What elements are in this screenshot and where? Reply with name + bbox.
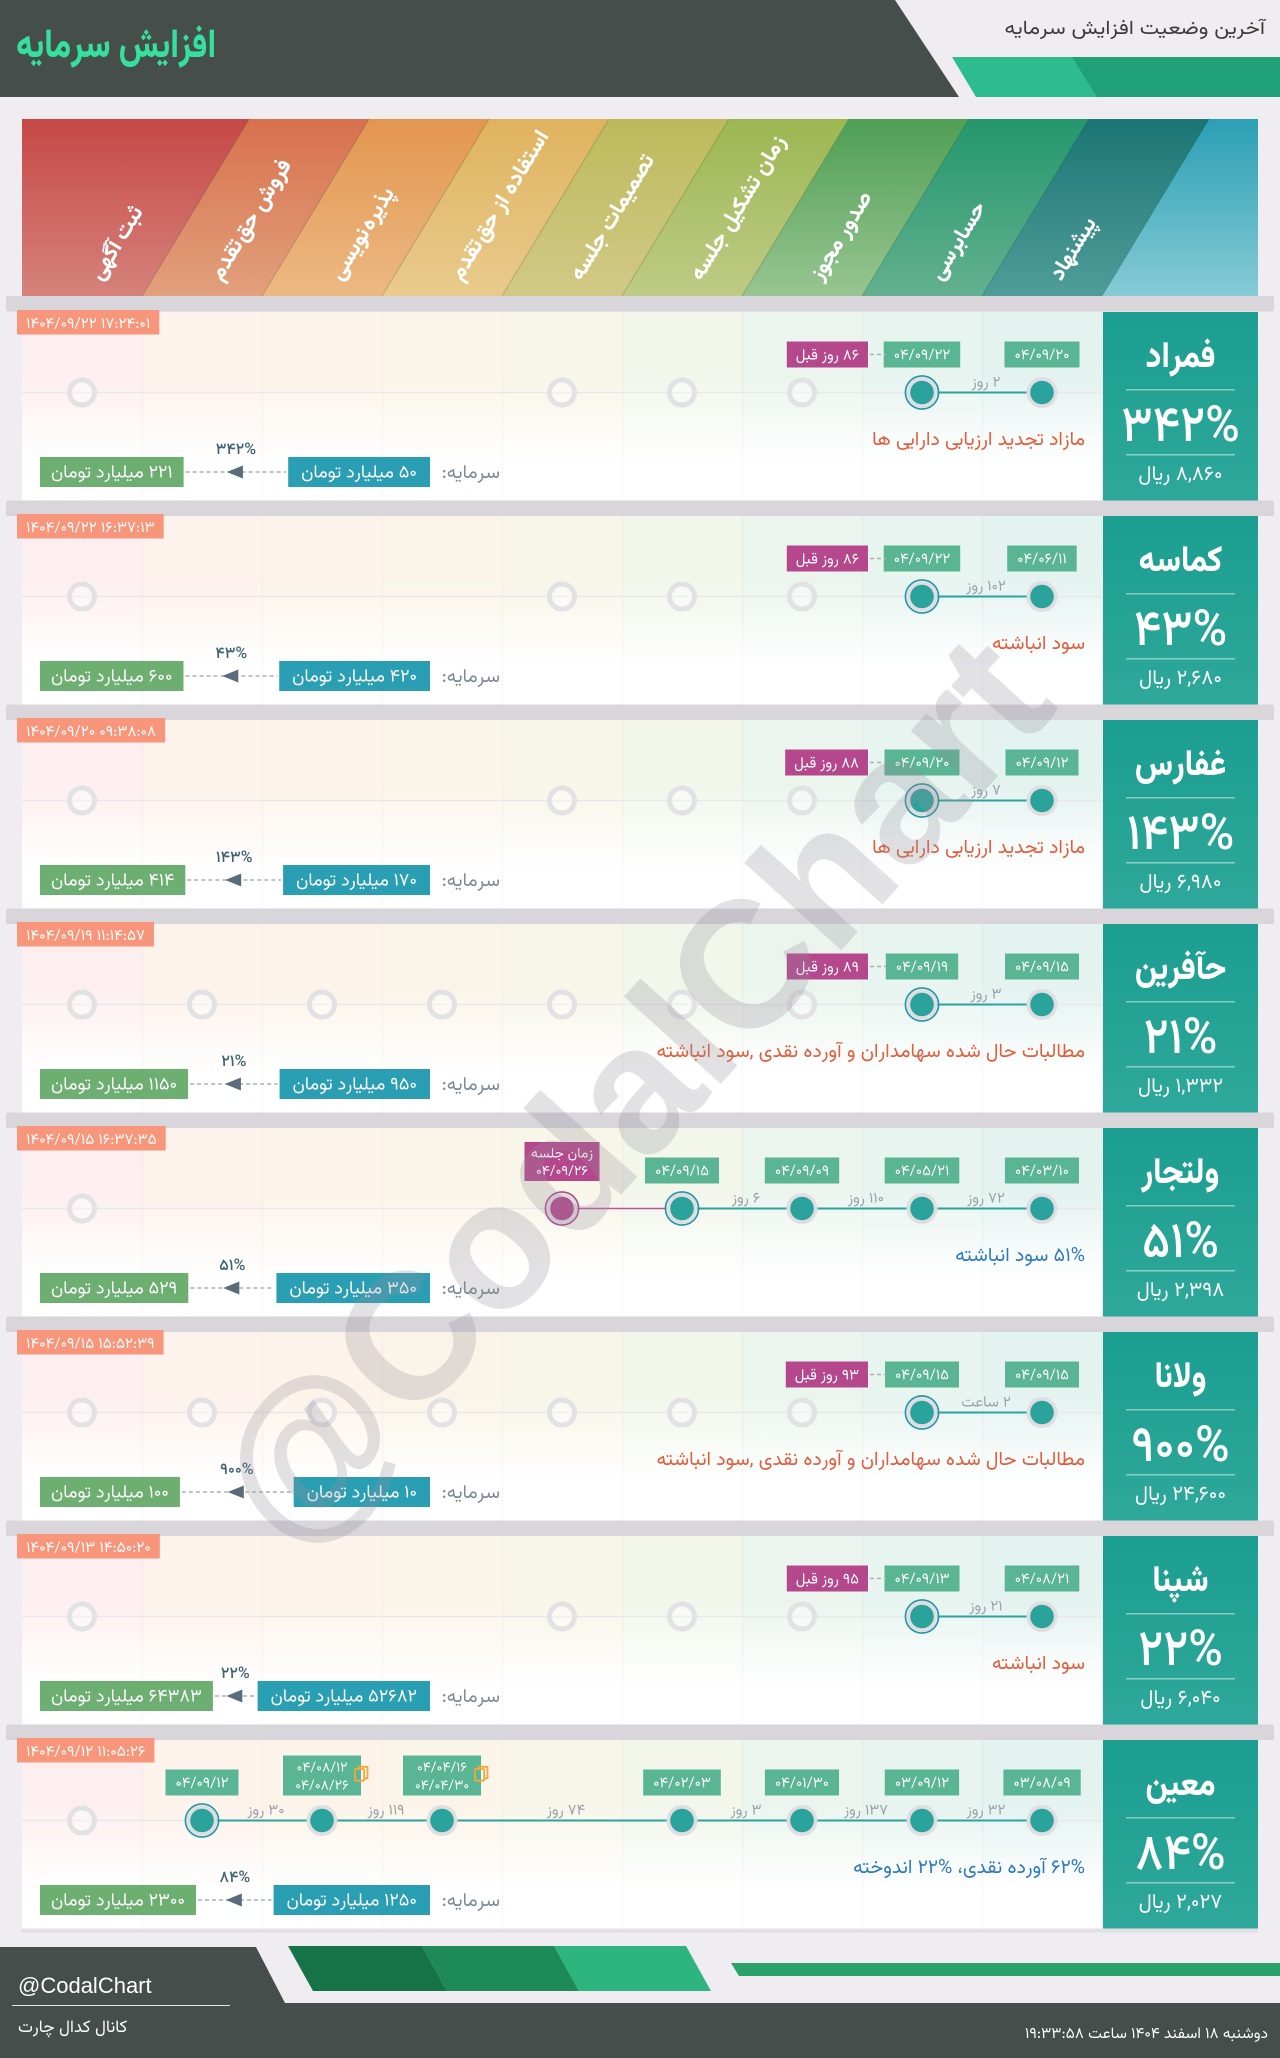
svg-text:@CodalChart: @CodalChart (18, 1973, 152, 1998)
